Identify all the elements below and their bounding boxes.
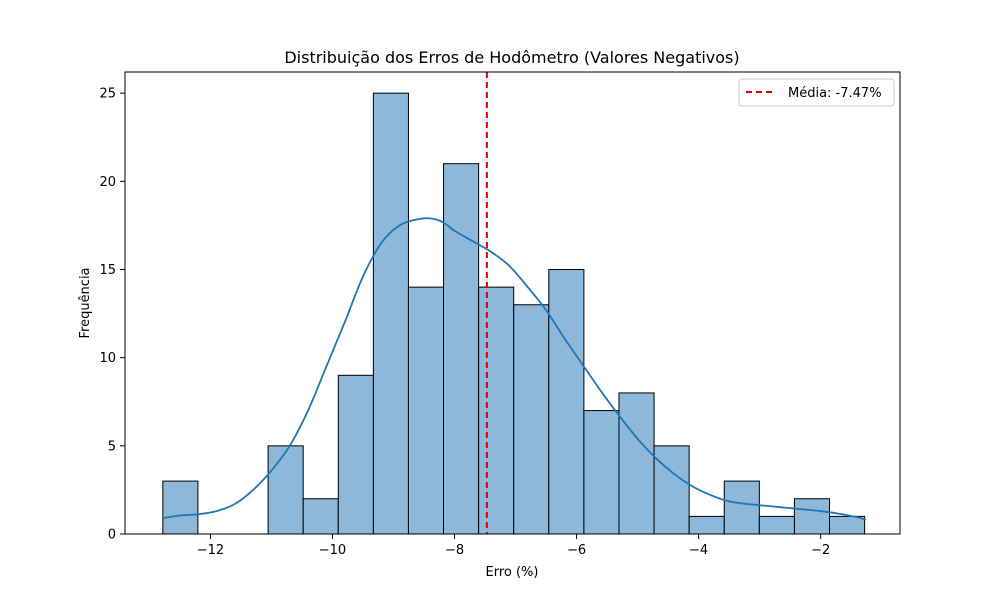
- histogram-bar: [758, 515, 795, 535]
- y-tick-label: 10: [99, 351, 116, 366]
- histogram-bar: [723, 480, 760, 535]
- histogram-bar: [337, 374, 374, 535]
- histogram-bar: [829, 515, 866, 535]
- plot-frame: [124, 71, 901, 535]
- kde-curve: [162, 217, 867, 521]
- histogram-bar: [372, 92, 409, 535]
- x-tick-label: −12: [197, 543, 224, 558]
- histogram-bar: [583, 410, 620, 535]
- x-tick-label: −10: [319, 543, 346, 558]
- y-tick-label: 25: [99, 87, 116, 102]
- histogram-bar: [653, 445, 690, 535]
- x-tick-label: −8: [445, 543, 464, 558]
- x-tick-label: −6: [567, 543, 586, 558]
- legend-box: [738, 78, 895, 107]
- legend: Média: -7.47%: [738, 78, 895, 107]
- histogram-bar: [618, 392, 655, 535]
- kde-group: [162, 217, 867, 521]
- histogram-bar: [548, 269, 585, 535]
- x-tick-label: −2: [811, 543, 830, 558]
- histogram-bar: [407, 286, 445, 535]
- y-tick-label: 20: [99, 175, 116, 190]
- histogram-bar: [793, 498, 831, 535]
- histogram-bar: [478, 286, 515, 535]
- histogram-bar: [513, 304, 550, 535]
- histogram-bar: [302, 498, 339, 535]
- bars-group: [162, 92, 866, 535]
- y-axis-label: Frequência: [78, 267, 93, 338]
- y-tick-label: 0: [108, 528, 116, 543]
- y-tick-label: 15: [99, 263, 116, 278]
- histogram-bar: [162, 480, 199, 535]
- x-axis-ticks: −12 −10 −8 −6 −4 −2: [197, 534, 830, 558]
- y-axis-ticks: 0 5 10 15 20 25: [99, 87, 125, 543]
- histogram-bar: [267, 445, 304, 535]
- chart-title: Distribuição dos Erros de Hodômetro (Val…: [284, 48, 739, 67]
- y-tick-label: 5: [108, 439, 116, 454]
- x-tick-label: −4: [689, 543, 708, 558]
- histogram-bar: [688, 515, 725, 535]
- x-axis-label: Erro (%): [486, 565, 539, 580]
- legend-mean-label: Média: -7.47%: [788, 86, 882, 101]
- histogram-bar: [443, 163, 480, 535]
